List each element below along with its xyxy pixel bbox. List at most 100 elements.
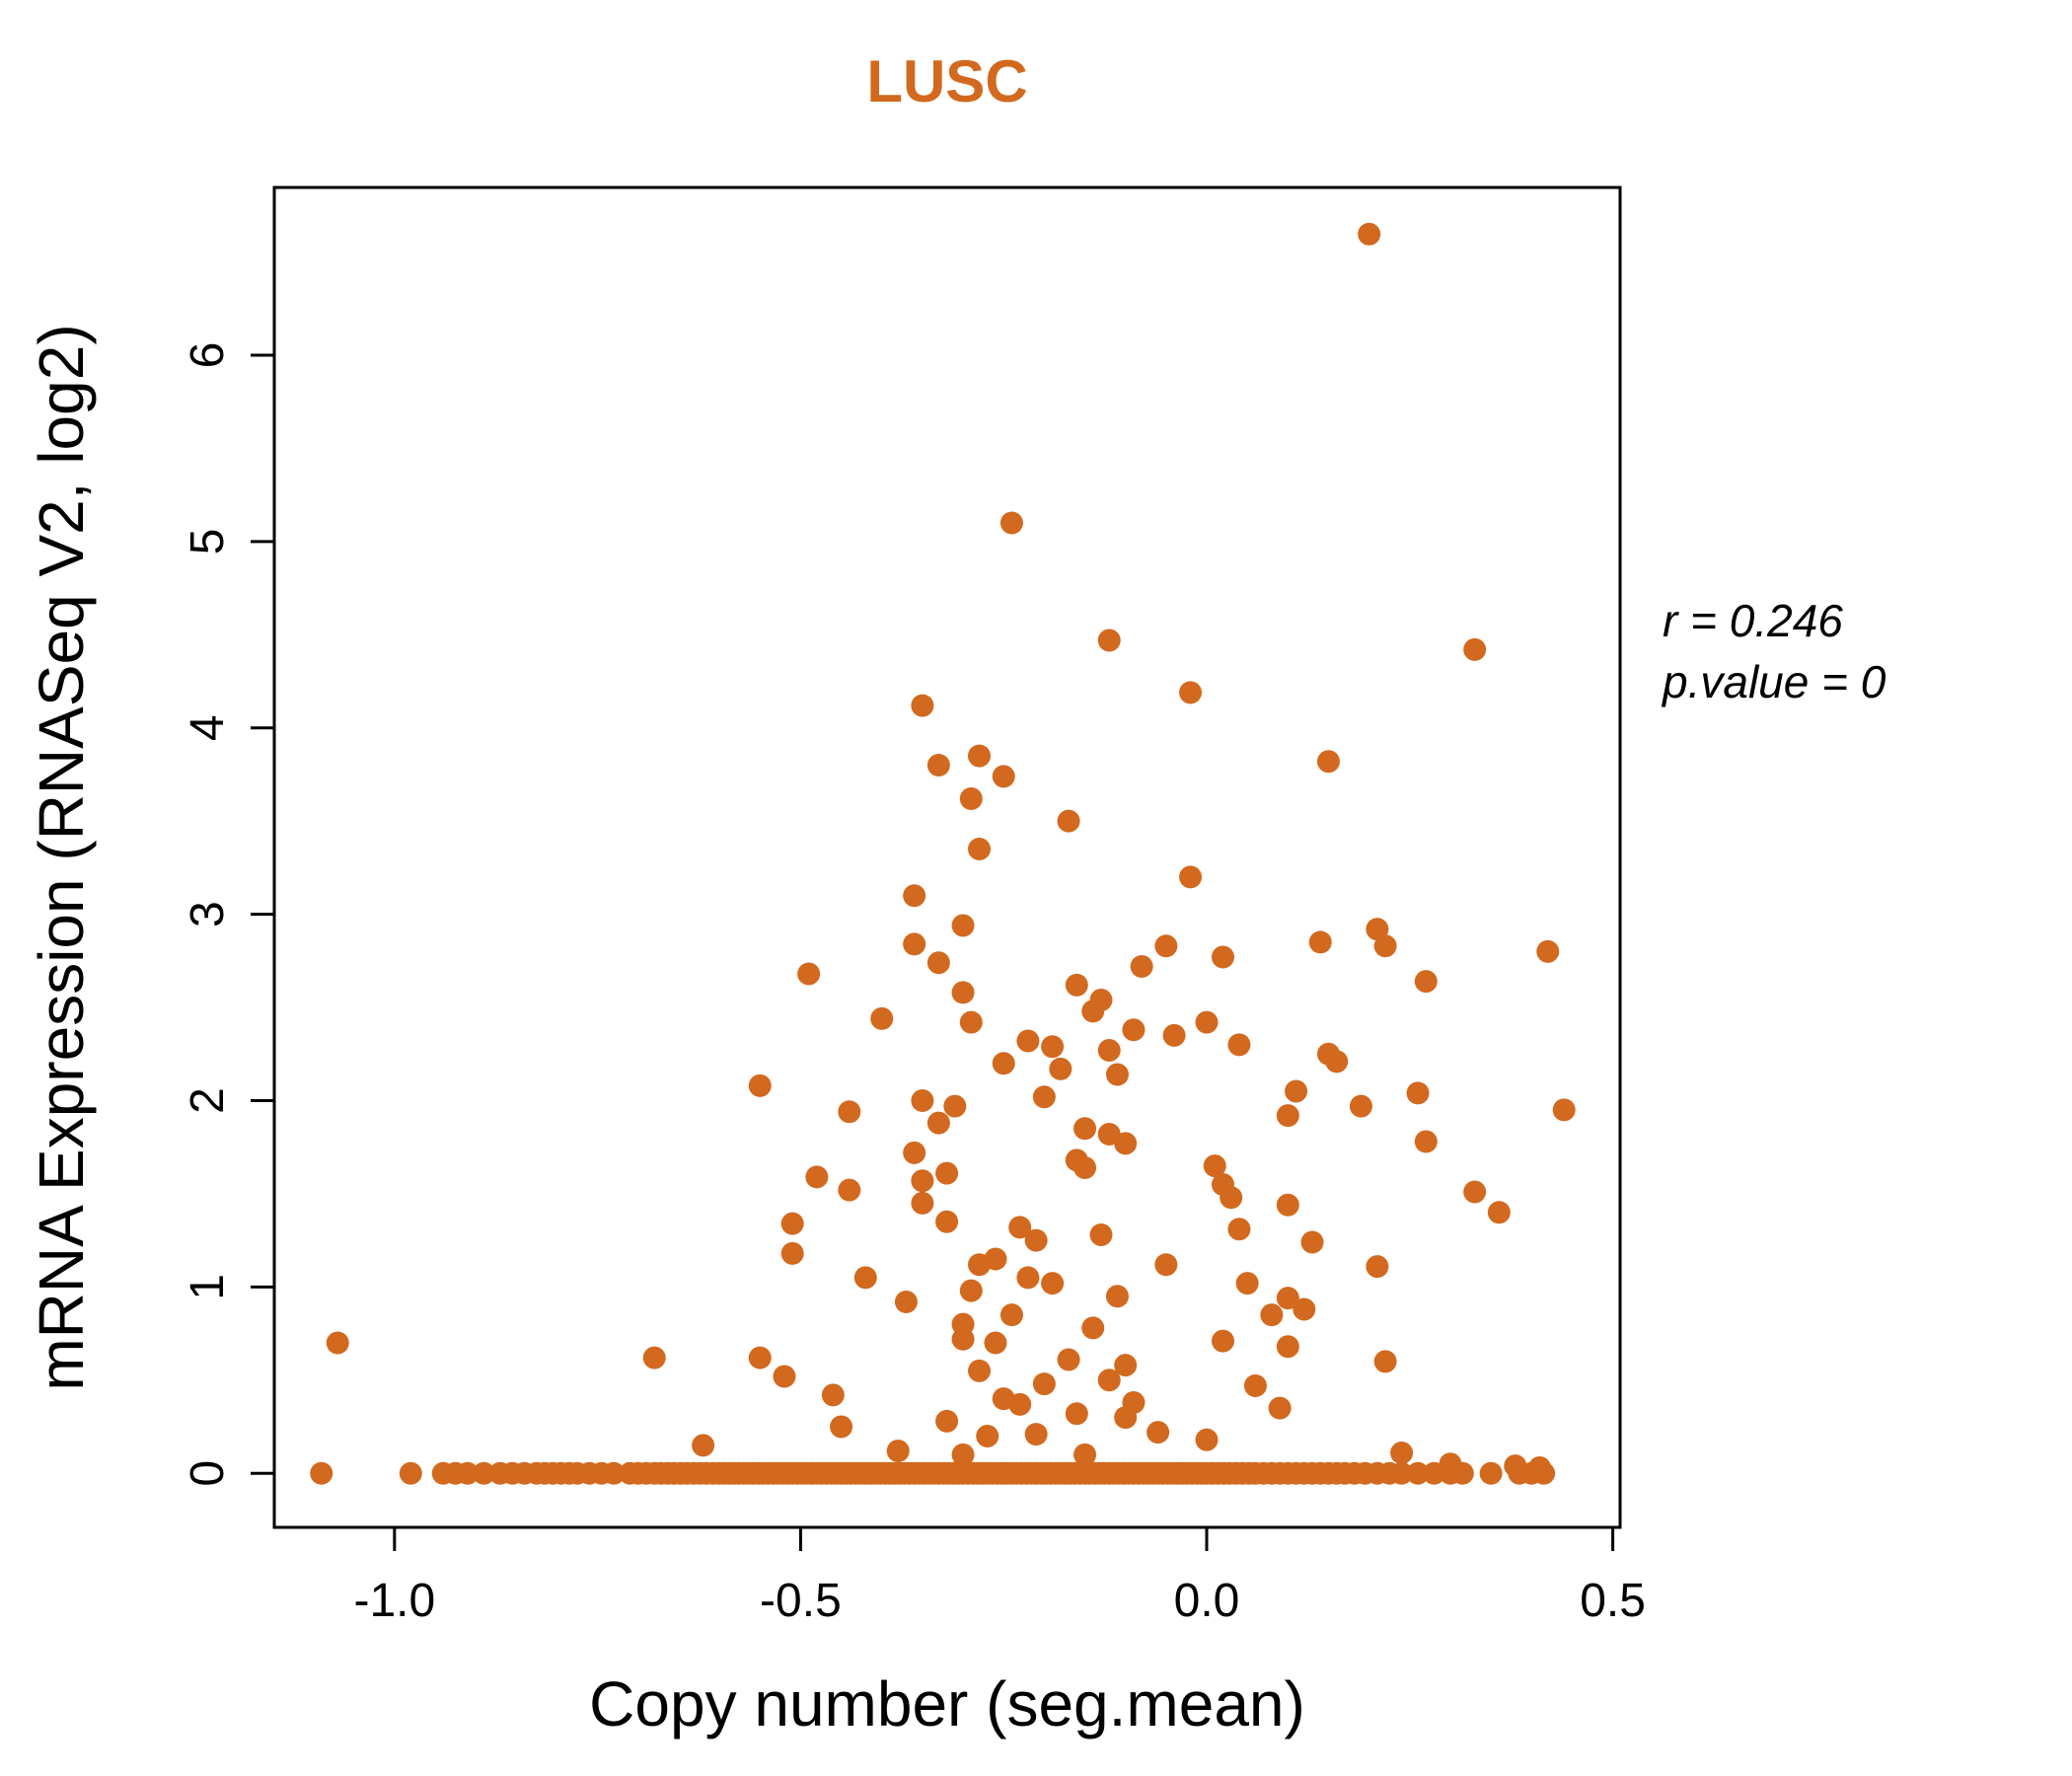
data-point <box>1008 1392 1032 1416</box>
data-point <box>959 1279 983 1302</box>
data-point <box>1390 1461 1414 1485</box>
data-point <box>1463 1180 1487 1204</box>
data-point <box>1439 1452 1462 1476</box>
data-point <box>1057 1348 1080 1371</box>
data-point <box>992 765 1015 788</box>
data-point <box>1414 1130 1438 1153</box>
data-point <box>399 1461 422 1485</box>
y-axis-label: mRNA Expression (RNASeq V2, log2) <box>26 324 97 1391</box>
data-point <box>1220 1186 1243 1210</box>
data-point <box>911 694 934 717</box>
data-point <box>926 754 950 777</box>
data-point <box>968 744 992 768</box>
data-point <box>1073 1117 1097 1141</box>
data-point <box>911 1191 934 1215</box>
x-tick-label: 0.5 <box>1580 1575 1646 1627</box>
data-point <box>926 1111 950 1135</box>
y-tick-label: 4 <box>182 714 234 741</box>
data-point <box>968 1253 992 1277</box>
data-point <box>894 1290 918 1313</box>
y-tick-label: 5 <box>182 529 234 555</box>
data-point <box>1041 1272 1065 1295</box>
data-point <box>1130 954 1153 978</box>
data-point <box>1122 1018 1146 1042</box>
data-point <box>1179 681 1203 704</box>
data-point <box>692 1434 715 1457</box>
data-point <box>1073 1443 1097 1466</box>
data-point <box>968 1359 992 1382</box>
y-tick-label: 0 <box>182 1460 234 1487</box>
data-point <box>1097 629 1121 652</box>
data-point <box>1390 1441 1414 1464</box>
data-point <box>1276 1104 1299 1128</box>
data-point <box>1162 1023 1186 1047</box>
data-point <box>748 1346 772 1369</box>
x-tick-label: -1.0 <box>353 1575 435 1627</box>
data-point <box>1032 1085 1056 1109</box>
data-point <box>951 1327 975 1351</box>
data-point <box>1406 1081 1430 1105</box>
data-point <box>943 1094 967 1118</box>
data-point <box>1276 1193 1299 1217</box>
data-point <box>951 914 975 937</box>
data-point <box>1105 1063 1129 1086</box>
data-point <box>1065 1402 1088 1426</box>
data-point <box>1114 1132 1138 1155</box>
data-point <box>773 1365 796 1388</box>
data-point <box>1276 1335 1299 1359</box>
p-value-text: p.value = 0 <box>1663 656 1887 707</box>
data-point <box>1147 1421 1170 1444</box>
data-point <box>1032 1372 1056 1396</box>
data-point <box>853 1266 877 1290</box>
data-point <box>959 1010 983 1034</box>
x-axis-label: Copy number (seg.mean) <box>589 1668 1305 1739</box>
data-point <box>1154 934 1178 958</box>
data-point <box>1016 1266 1040 1290</box>
data-point <box>1081 1316 1105 1340</box>
data-point <box>1049 1057 1073 1080</box>
data-point <box>1227 1218 1251 1241</box>
data-point <box>1227 1033 1251 1057</box>
data-point <box>1300 1230 1324 1254</box>
data-point <box>1316 750 1340 774</box>
data-point <box>1195 1428 1219 1451</box>
data-point <box>886 1440 910 1463</box>
data-point <box>1373 934 1397 958</box>
data-point <box>1203 1154 1226 1178</box>
data-point <box>1154 1253 1178 1277</box>
data-point <box>951 1443 975 1466</box>
data-point <box>1024 1423 1048 1446</box>
data-point <box>642 1346 666 1369</box>
data-point <box>976 1424 999 1447</box>
data-point <box>310 1461 333 1485</box>
data-point <box>797 962 821 986</box>
data-point <box>1243 1373 1267 1397</box>
data-point <box>1406 1461 1430 1485</box>
data-point <box>1349 1094 1372 1118</box>
data-point <box>1366 1255 1389 1279</box>
data-point <box>870 1006 894 1030</box>
data-point <box>1260 1303 1284 1327</box>
x-tick-label: 0.0 <box>1174 1575 1240 1627</box>
data-point <box>780 1212 804 1235</box>
data-point <box>1097 1369 1121 1392</box>
data-point <box>1016 1029 1040 1053</box>
y-tick-label: 2 <box>182 1087 234 1114</box>
data-point <box>1114 1406 1138 1430</box>
data-point <box>935 1210 959 1233</box>
data-point <box>903 1141 926 1164</box>
data-point <box>1211 945 1234 969</box>
data-point <box>805 1165 829 1189</box>
data-point <box>838 1178 861 1202</box>
data-point <box>472 1461 495 1485</box>
data-point <box>959 787 983 811</box>
data-point <box>1114 1354 1138 1377</box>
r-value-text: r = 0.246 <box>1663 595 1843 646</box>
data-point <box>1276 1287 1299 1310</box>
data-point <box>1268 1396 1292 1420</box>
data-point <box>1552 1098 1576 1122</box>
data-point <box>1065 973 1088 997</box>
data-point <box>999 1303 1023 1327</box>
data-point <box>602 1461 626 1485</box>
data-point <box>838 1100 861 1124</box>
